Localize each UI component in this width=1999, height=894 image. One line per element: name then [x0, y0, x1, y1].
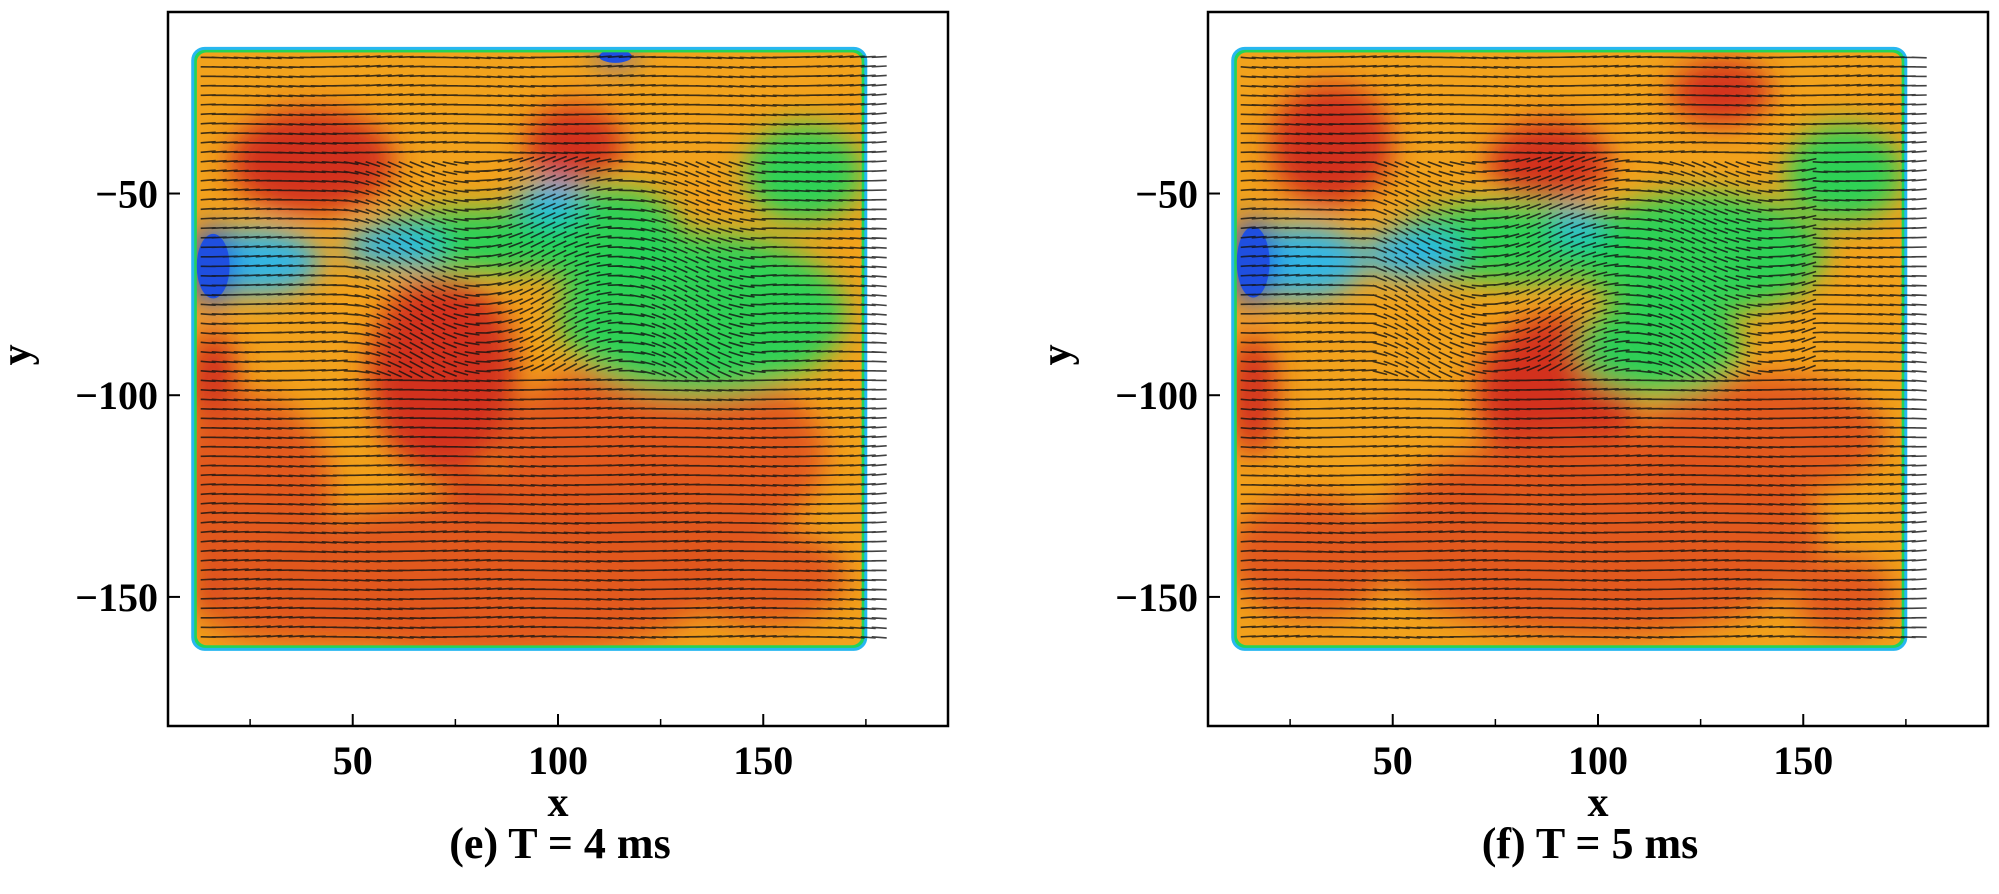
jet-core: [1236, 226, 1270, 298]
plot-f: 50 100 150 −50 −100 −150 x y: [1040, 10, 1990, 826]
x-tick-label: 50: [333, 738, 373, 783]
contour-region-high: [1269, 84, 1393, 206]
y-tick-label: −100: [75, 373, 158, 418]
vector-field: [1240, 55, 1927, 639]
x-axis-label: x: [548, 780, 569, 826]
panel-f: 50 100 150 −50 −100 −150 x y (f) T = 5 ms: [1040, 0, 1999, 894]
caption-f: (f) T = 5 ms: [1481, 819, 1699, 868]
y-axis-label: y: [1040, 344, 1080, 365]
y-tick-label: −50: [1135, 172, 1198, 217]
x-tick-label: 100: [1568, 738, 1628, 783]
contour-region-vlow: [516, 181, 583, 222]
x-tick-label: 50: [1373, 738, 1413, 783]
panel-e: 50 100 150 −50 −100 −150 x y (e) T = 4 ms: [0, 10, 950, 868]
y-tick-label: −100: [1115, 373, 1198, 418]
x-tick-label: 150: [733, 738, 793, 783]
x-tick-label: 150: [1773, 738, 1833, 783]
contour-field: [196, 52, 862, 646]
contour-region-high: [1236, 334, 1278, 456]
contour-region-mid: [1236, 496, 1393, 618]
y-tick-label: −50: [95, 172, 158, 217]
contour-region-high: [369, 274, 517, 476]
y-tick-label: −150: [1115, 575, 1198, 620]
x-tick-label: 100: [528, 738, 588, 783]
contour-region-low: [746, 124, 862, 222]
y-axis-label: y: [0, 344, 40, 365]
contour-region-high: [525, 104, 624, 186]
vector-field: [200, 55, 887, 639]
plot-e: 50 100 150 −50 −100 −150 x y: [0, 10, 950, 826]
contour-region-mid: [1795, 556, 1894, 638]
y-tick-label: −150: [75, 575, 158, 620]
caption-e: (e) T = 4 ms: [449, 819, 671, 868]
contour-region-low: [1577, 193, 1824, 315]
x-axis-label: x: [1588, 780, 1609, 826]
contour-region-vlow: [344, 225, 444, 267]
